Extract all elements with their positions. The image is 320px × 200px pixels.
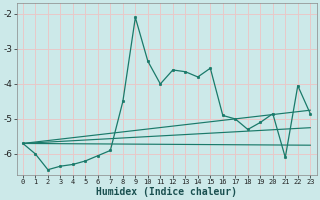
X-axis label: Humidex (Indice chaleur): Humidex (Indice chaleur) (96, 186, 237, 197)
